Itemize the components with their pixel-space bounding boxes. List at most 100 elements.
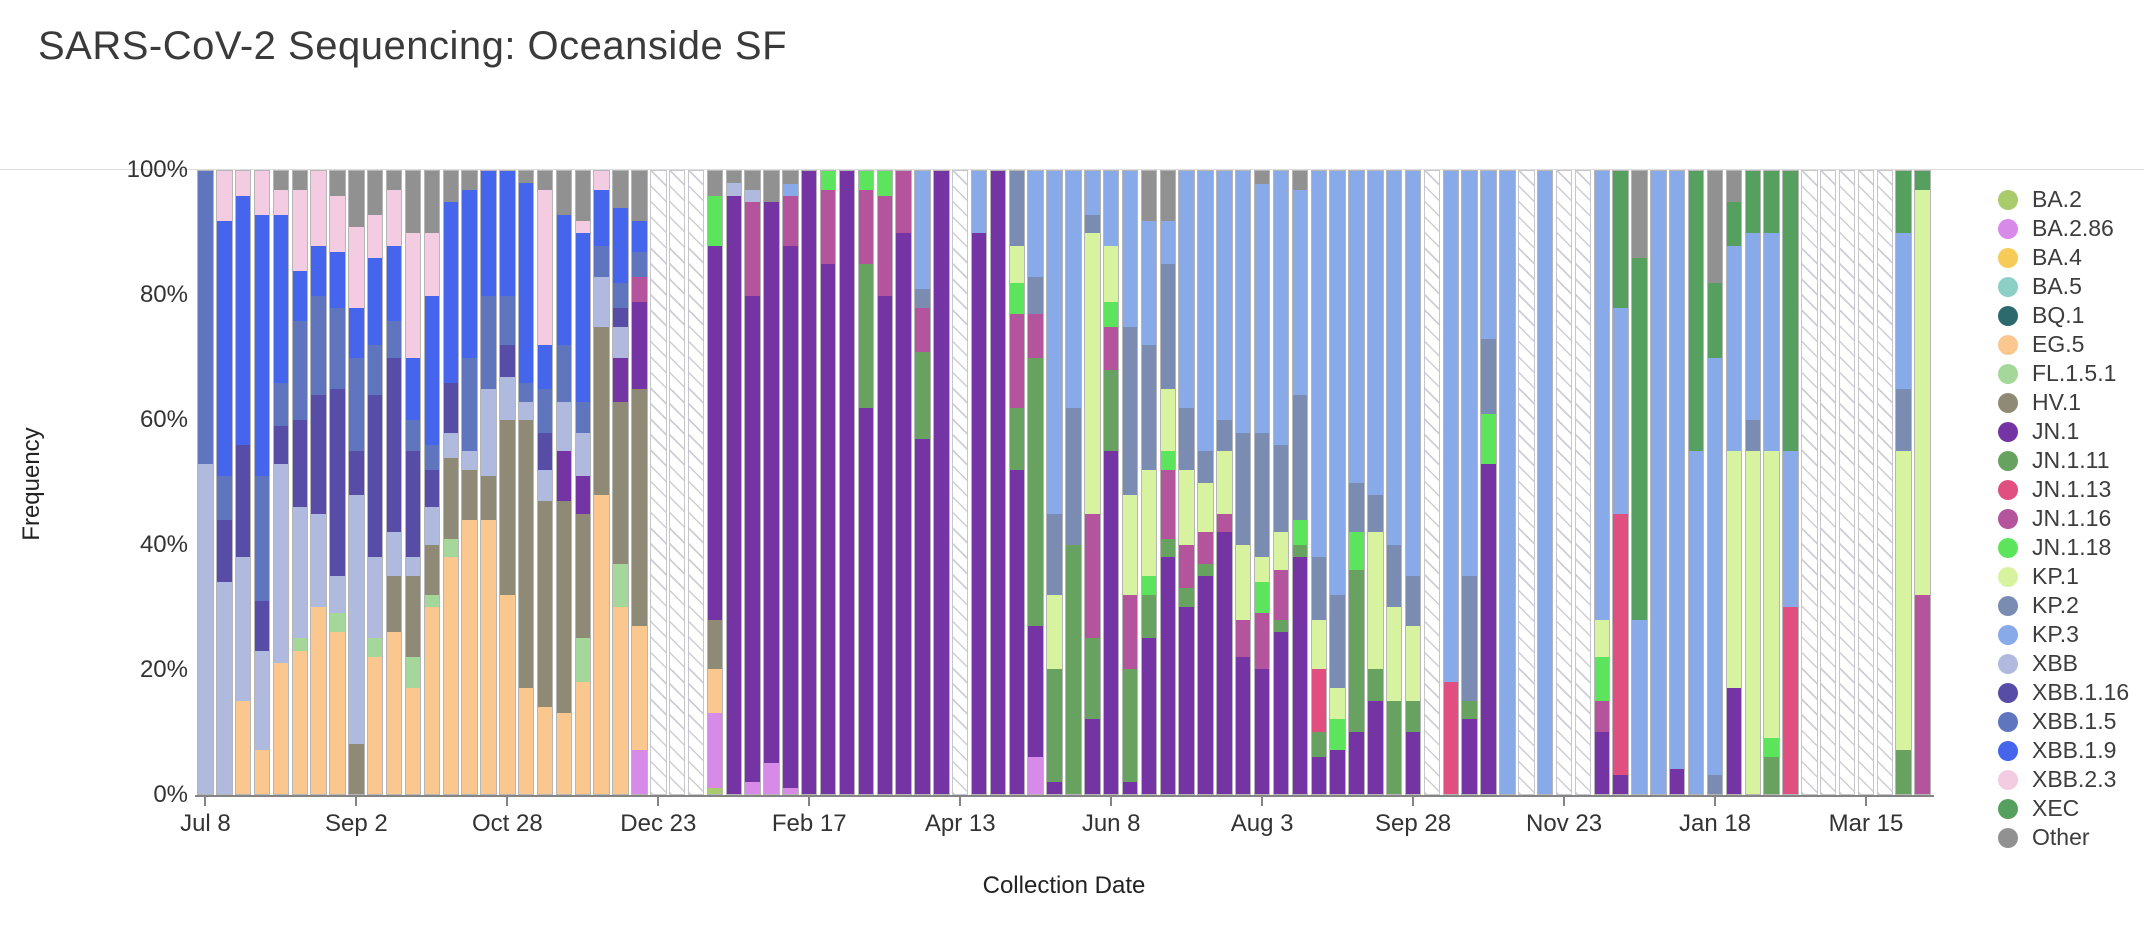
- bar-segment-jn-1[interactable]: [915, 438, 930, 794]
- bar-segment-xbb[interactable]: [349, 494, 364, 745]
- bar-segment-hv-1[interactable]: [537, 501, 553, 707]
- bar-segment-kp-3[interactable]: [1160, 220, 1176, 265]
- bar-segment-kp-1[interactable]: [1254, 557, 1270, 583]
- bar-segment-jn-1-13[interactable]: [1783, 607, 1798, 794]
- legend-item-xbb-1-16[interactable]: XBB.1.16: [1998, 678, 2129, 707]
- bar-segment-xbb-1-9[interactable]: [556, 214, 572, 346]
- bar-segment-ba-2-86[interactable]: [632, 750, 647, 794]
- stacked-bar-week-dec-21[interactable]: [1631, 170, 1648, 795]
- legend-item-jn-1[interactable]: JN.1: [1998, 417, 2129, 446]
- bar-segment-kp-1[interactable]: [1311, 619, 1326, 670]
- bar-segment-jn-1-13[interactable]: [1311, 669, 1326, 732]
- stacked-bar-week-aug-3[interactable]: [1253, 170, 1271, 795]
- bar-segment-jn-1-18[interactable]: [820, 171, 836, 190]
- bar-segment-xbb[interactable]: [254, 650, 270, 751]
- stacked-bar-week-dec-14[interactable]: [1612, 170, 1629, 795]
- bar-segment-xbb-2-3[interactable]: [311, 171, 326, 246]
- bar-segment-kp-3[interactable]: [1613, 308, 1628, 514]
- bar-segment-xbb-1-16[interactable]: [235, 445, 251, 558]
- bar-segment-xbb-2-3[interactable]: [292, 189, 308, 271]
- bar-segment-ba-2-86[interactable]: [783, 787, 798, 794]
- bar-segment-other[interactable]: [745, 171, 760, 190]
- bar-segment-jn-1-16[interactable]: [783, 195, 798, 246]
- legend-item-xbb-1-9[interactable]: XBB.1.9: [1998, 736, 2129, 765]
- bar-segment-kp-3[interactable]: [1594, 171, 1610, 620]
- stacked-bar-week-jul-22[interactable]: [234, 170, 252, 795]
- bar-segment-jn-1-11[interactable]: [1292, 544, 1308, 558]
- bar-segment-kp-2[interactable]: [1330, 594, 1345, 689]
- bar-segment-kp-2[interactable]: [1066, 407, 1081, 545]
- bar-segment-jn-1[interactable]: [802, 171, 817, 794]
- legend-item-xec[interactable]: XEC: [1998, 794, 2129, 823]
- bar-segment-jn-1-11[interactable]: [1141, 594, 1157, 639]
- bar-segment-hv-1[interactable]: [386, 575, 402, 633]
- bar-segment-jn-1[interactable]: [613, 357, 628, 402]
- bar-segment-jn-1-16[interactable]: [1009, 314, 1025, 408]
- bar-segment-xbb-1-9[interactable]: [500, 171, 515, 296]
- bar-segment-xbb-1-5[interactable]: [556, 345, 572, 402]
- legend-item-hv-1[interactable]: HV.1: [1998, 388, 2129, 417]
- bar-segment-xbb-2-3[interactable]: [368, 214, 383, 259]
- stacked-bar-week-oct-28[interactable]: [499, 170, 516, 795]
- bar-segment-eg-5[interactable]: [235, 700, 251, 794]
- bar-segment-kp-3[interactable]: [1745, 233, 1760, 421]
- bar-segment-kp-3[interactable]: [1443, 171, 1459, 682]
- legend-item-kp-2[interactable]: KP.2: [1998, 591, 2129, 620]
- stacked-bar-week-sep-16[interactable]: [385, 170, 403, 795]
- bar-segment-jn-1[interactable]: [556, 451, 572, 502]
- bar-segment-jn-1-18[interactable]: [1292, 519, 1308, 545]
- bar-segment-kp-3[interactable]: [1085, 171, 1100, 215]
- bar-segment-jn-1[interactable]: [1311, 756, 1326, 794]
- bar-segment-hv-1[interactable]: [462, 470, 477, 520]
- bar-segment-kp-3[interactable]: [915, 171, 930, 290]
- bar-segment-xbb[interactable]: [443, 432, 458, 458]
- bar-segment-jn-1-18[interactable]: [1594, 656, 1610, 701]
- bar-segment-kp-1[interactable]: [1160, 389, 1176, 452]
- bar-segment-jn-1-11[interactable]: [1103, 370, 1119, 452]
- bar-segment-xbb-2-3[interactable]: [594, 171, 609, 190]
- stacked-bar-week-nov-18[interactable]: [555, 170, 573, 795]
- bar-segment-other[interactable]: [349, 171, 364, 228]
- stacked-bar-week-may-11[interactable]: [1027, 170, 1044, 795]
- bar-segment-jn-1-16[interactable]: [1198, 532, 1213, 564]
- bar-segment-kp-1[interactable]: [1236, 544, 1251, 620]
- bar-segment-jn-1-11[interactable]: [1160, 538, 1176, 558]
- bar-segment-hv-1[interactable]: [707, 619, 723, 670]
- bar-segment-xbb[interactable]: [481, 389, 496, 477]
- bar-segment-xbb[interactable]: [556, 401, 572, 452]
- bar-segment-jn-1-11[interactable]: [1179, 588, 1194, 608]
- bar-segment-xbb[interactable]: [273, 463, 289, 664]
- bar-segment-xbb-1-9[interactable]: [273, 214, 289, 383]
- bar-segment-xbb-1-16[interactable]: [349, 451, 364, 495]
- legend-item-jn-1-16[interactable]: JN.1.16: [1998, 504, 2129, 533]
- stacked-bar-week-sep-30[interactable]: [423, 170, 441, 795]
- bar-segment-eg-5[interactable]: [443, 557, 458, 794]
- bar-segment-kp-1[interactable]: [1103, 245, 1119, 302]
- legend-item-xbb-1-5[interactable]: XBB.1.5: [1998, 707, 2129, 736]
- bar-segment-jn-1-18[interactable]: [1330, 719, 1345, 751]
- bar-segment-jn-1[interactable]: [1594, 731, 1610, 794]
- bar-segment-ba-2-86[interactable]: [764, 762, 779, 794]
- stacked-bar-week-oct-26[interactable]: [1480, 170, 1497, 795]
- stacked-bar-week-jun-29[interactable]: [1159, 170, 1177, 795]
- bar-segment-kp-3[interactable]: [1179, 171, 1194, 408]
- stacked-bar-week-dec-16[interactable]: [631, 170, 648, 795]
- bar-segment-kp-1[interactable]: [1386, 607, 1402, 701]
- bar-segment-other[interactable]: [726, 171, 742, 184]
- stacked-bar-week-nov-4[interactable]: [517, 170, 535, 795]
- bar-segment-xbb-1-9[interactable]: [386, 245, 402, 321]
- bar-segment-jn-1[interactable]: [1254, 669, 1270, 794]
- bar-segment-ba-2[interactable]: [707, 787, 723, 794]
- bar-segment-kp-3[interactable]: [1047, 171, 1062, 514]
- stacked-bar-week-jan-13[interactable]: [706, 170, 724, 795]
- bar-segment-xbb-1-16[interactable]: [405, 451, 421, 558]
- stacked-bar-week-mar-30[interactable]: [914, 170, 931, 795]
- bar-segment-kp-3[interactable]: [1896, 233, 1911, 390]
- bar-segment-kp-1[interactable]: [1273, 532, 1289, 570]
- bar-segment-eg-5[interactable]: [462, 519, 477, 794]
- bar-segment-jn-1-16[interactable]: [632, 276, 647, 302]
- bar-segment-eg-5[interactable]: [594, 494, 609, 794]
- bar-segment-kp-2[interactable]: [1122, 326, 1138, 495]
- stacked-bar-week-jan-18[interactable]: [1706, 170, 1724, 795]
- bar-segment-kp-2[interactable]: [1386, 544, 1402, 608]
